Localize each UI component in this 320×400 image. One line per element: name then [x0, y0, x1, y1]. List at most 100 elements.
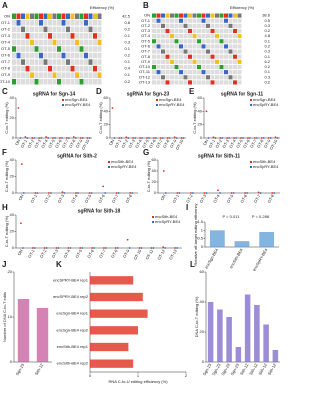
seq-cell — [39, 20, 43, 26]
x-tick-label: OT-2 — [43, 193, 52, 204]
seq-cell — [165, 49, 170, 54]
efficiency-value: 0.1 — [124, 33, 130, 38]
legend-label: encSpRY-BE4 — [111, 164, 137, 169]
seq-cell — [84, 39, 88, 46]
seq-cell — [174, 80, 179, 85]
legend-swatch — [62, 104, 64, 106]
efficiency-value: 0.2 — [264, 64, 270, 69]
seq-cell — [215, 44, 219, 49]
seq-cell — [84, 20, 88, 26]
efficiency-value: 0.1 — [124, 72, 130, 77]
seq-cell — [79, 39, 84, 46]
seq-cell — [34, 65, 39, 72]
seq-cell — [34, 78, 39, 85]
data-point — [176, 247, 178, 249]
seq-cell — [30, 39, 34, 46]
x-tick-label: OT-4 — [62, 248, 71, 259]
bar — [90, 292, 143, 302]
seq-cell — [161, 59, 165, 64]
seq-header: Efficiency (%) — [90, 5, 115, 10]
x-tick-label: OT-5 — [74, 248, 83, 259]
x-tick-label: OT-6 — [97, 193, 106, 204]
data-point — [102, 185, 105, 188]
data-point — [120, 137, 123, 139]
annotation: P = 0.288 — [252, 214, 270, 219]
x-tick-label: OT-5 — [84, 193, 93, 204]
seq-cell — [30, 52, 34, 59]
seq-cell — [57, 13, 61, 20]
data-point — [63, 192, 66, 194]
seq-cell — [88, 13, 93, 20]
seq-cell — [215, 28, 219, 34]
y-tick-label: 0 — [10, 359, 13, 364]
seq-cell — [183, 75, 188, 80]
x-tick-label: OT-10 — [80, 138, 90, 151]
seq-cell — [30, 20, 34, 26]
panel-label: E — [189, 87, 195, 96]
seq-cell — [152, 64, 156, 70]
x-tick-label: OT-4 — [212, 193, 221, 204]
panel-label: F — [2, 148, 7, 157]
seq-cell — [201, 64, 206, 70]
legend-swatch — [62, 99, 64, 101]
legend-label: encSpRY-BE4 — [253, 102, 279, 107]
seq-cell — [237, 70, 242, 75]
data-point — [139, 137, 141, 139]
data-point — [161, 137, 164, 139]
data-point — [141, 137, 143, 139]
data-point — [114, 247, 117, 249]
seq-cell — [188, 64, 192, 70]
seq-cell — [48, 78, 52, 85]
seq-cell — [165, 64, 170, 70]
data-point — [86, 137, 89, 139]
legend-swatch — [152, 221, 154, 223]
seq-cell — [93, 13, 97, 20]
seq-cell — [84, 65, 88, 72]
seq-cell — [57, 39, 61, 46]
chart-title: sgRNA for Sith-18 — [78, 208, 121, 214]
data-point — [49, 192, 52, 194]
seq-cell — [79, 26, 84, 33]
seq-cell — [237, 54, 242, 59]
x-tick-label: Sith-12 — [257, 362, 268, 376]
y-tick-label: 1 — [201, 227, 204, 232]
seq-cell — [39, 13, 43, 20]
x-tick-label: OT-1 — [207, 138, 216, 149]
data-point — [240, 137, 242, 139]
seq-cell — [192, 34, 197, 39]
seq-cell — [228, 39, 233, 44]
seq-cell — [57, 52, 61, 59]
seq-cell — [161, 13, 165, 18]
seq-cell — [224, 18, 228, 23]
seq-cell — [52, 33, 57, 39]
data-point — [20, 222, 22, 225]
seq-cell — [228, 28, 233, 34]
seq-cell — [48, 46, 52, 52]
x-tick-label: OT-8 — [256, 138, 265, 149]
seq-cell — [210, 70, 215, 75]
x-tick-label: OT-4 — [40, 138, 49, 149]
x-tick-label: OT-6 — [86, 248, 95, 259]
chart-title: sgRNA for Sith-2 — [57, 153, 97, 159]
seq-cell — [93, 26, 97, 33]
seq-cell — [52, 46, 57, 52]
seq-cell — [206, 59, 210, 64]
seq-cell — [156, 44, 161, 49]
seq-cell — [228, 18, 233, 23]
seq-cell — [156, 13, 161, 18]
x-tick-label: OT-8 — [124, 193, 133, 204]
seq-cell — [21, 59, 25, 65]
panel-label: K — [56, 260, 62, 269]
seq-cell — [30, 78, 34, 85]
seq-cell — [161, 44, 165, 49]
seq-cell — [12, 33, 16, 39]
data-point — [93, 247, 95, 249]
data-point — [126, 238, 129, 241]
panel-label: G — [143, 148, 149, 157]
seq-cell — [219, 75, 224, 80]
seq-cell — [79, 72, 84, 78]
seq-cell — [156, 64, 161, 70]
data-point — [81, 247, 84, 249]
seq-cell — [188, 80, 192, 85]
y-tick-label: 20 — [104, 122, 109, 127]
